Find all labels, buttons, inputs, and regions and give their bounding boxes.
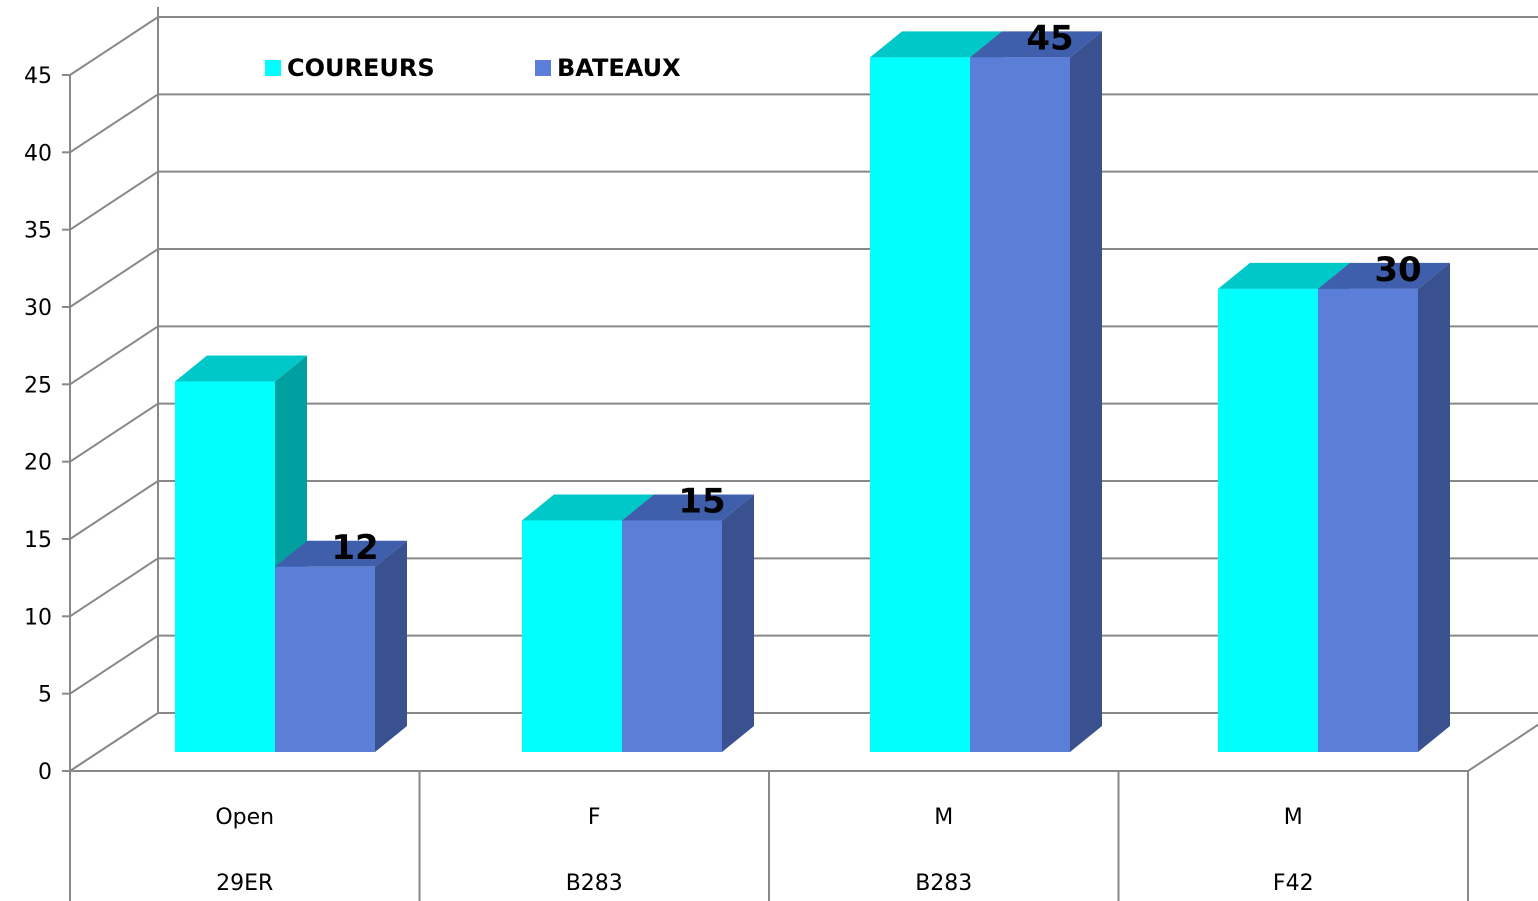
bar-top (175, 355, 307, 382)
side-gridline (69, 480, 159, 540)
legend-item-coureurs: COUREURS (265, 54, 435, 82)
legend: COUREURS BATEAUX (265, 54, 681, 82)
side-gridline (69, 170, 159, 231)
y-tick-label: 30 (24, 296, 52, 321)
side-gridline (69, 402, 159, 463)
x-tick-label-line2: F42 (1273, 871, 1314, 896)
x-tick-label-line2: B283 (915, 871, 972, 896)
x-tick-label-line1: Open (215, 805, 274, 830)
y-tick-label: 15 (24, 528, 52, 553)
bar-bateaux-0 (275, 540, 407, 752)
bar-top (1218, 262, 1350, 289)
side-gridline (69, 325, 159, 386)
y-tick-label: 40 (24, 141, 52, 166)
bar-front (1218, 288, 1318, 752)
side-gridline (69, 634, 159, 695)
y-tick-label: 25 (24, 373, 52, 398)
bar-side (1418, 262, 1450, 752)
data-label: 45 (1026, 18, 1073, 58)
bar-front (175, 381, 275, 752)
data-labels: 12 15 45 30 (331, 18, 1421, 567)
bar-side (722, 494, 754, 752)
y-tick-label: 0 (38, 760, 52, 785)
y-tick-label: 45 (24, 64, 52, 89)
x-tick-label-line2: B283 (566, 871, 623, 896)
bar-front (275, 566, 375, 752)
bar-top (970, 31, 1102, 58)
bar-front (870, 57, 970, 753)
bar-top (870, 31, 1002, 58)
bar-front (970, 57, 1070, 753)
y-tick-label: 35 (24, 219, 52, 244)
x-tick-label-line2: 29ER (216, 871, 273, 896)
side-gridline (69, 16, 159, 76)
x-tick-label-line1: F (588, 805, 601, 830)
bar-top (275, 540, 407, 567)
data-label: 15 (678, 481, 725, 521)
legend-item-bateaux: BATEAUX (535, 54, 681, 82)
side-gridline (69, 248, 159, 308)
bar-bateaux-1 (622, 494, 754, 752)
bar-bateaux-2 (970, 31, 1102, 753)
bar-bateaux-3 (1318, 262, 1450, 752)
x-tick-label-line1: M (1284, 805, 1303, 830)
y-tick-label: 5 (38, 683, 52, 708)
legend-label: BATEAUX (557, 54, 681, 82)
side-gridline (69, 557, 159, 618)
data-label: 30 (1374, 250, 1421, 290)
bar-top (522, 494, 654, 521)
bar-front (522, 520, 622, 752)
legend-swatch (535, 60, 551, 76)
bar-side (375, 540, 407, 752)
bar-top (622, 494, 754, 521)
side-gridline (69, 93, 159, 154)
axes: 0 5 10 15 20 25 30 35 40 45 Open 29ER F B283 M B283 M F42 (24, 64, 1469, 901)
y-tick-label: 10 (24, 605, 52, 630)
y-tick-label: 20 (24, 451, 52, 476)
x-tick-label-line1: M (934, 805, 953, 830)
bar-front (1318, 288, 1418, 752)
bars (175, 31, 1450, 753)
legend-label: COUREURS (287, 54, 435, 82)
bar-top (1318, 262, 1450, 289)
legend-swatch (265, 60, 281, 76)
bar-side (1070, 31, 1102, 752)
bar-front (622, 520, 722, 752)
data-label: 12 (331, 528, 378, 568)
